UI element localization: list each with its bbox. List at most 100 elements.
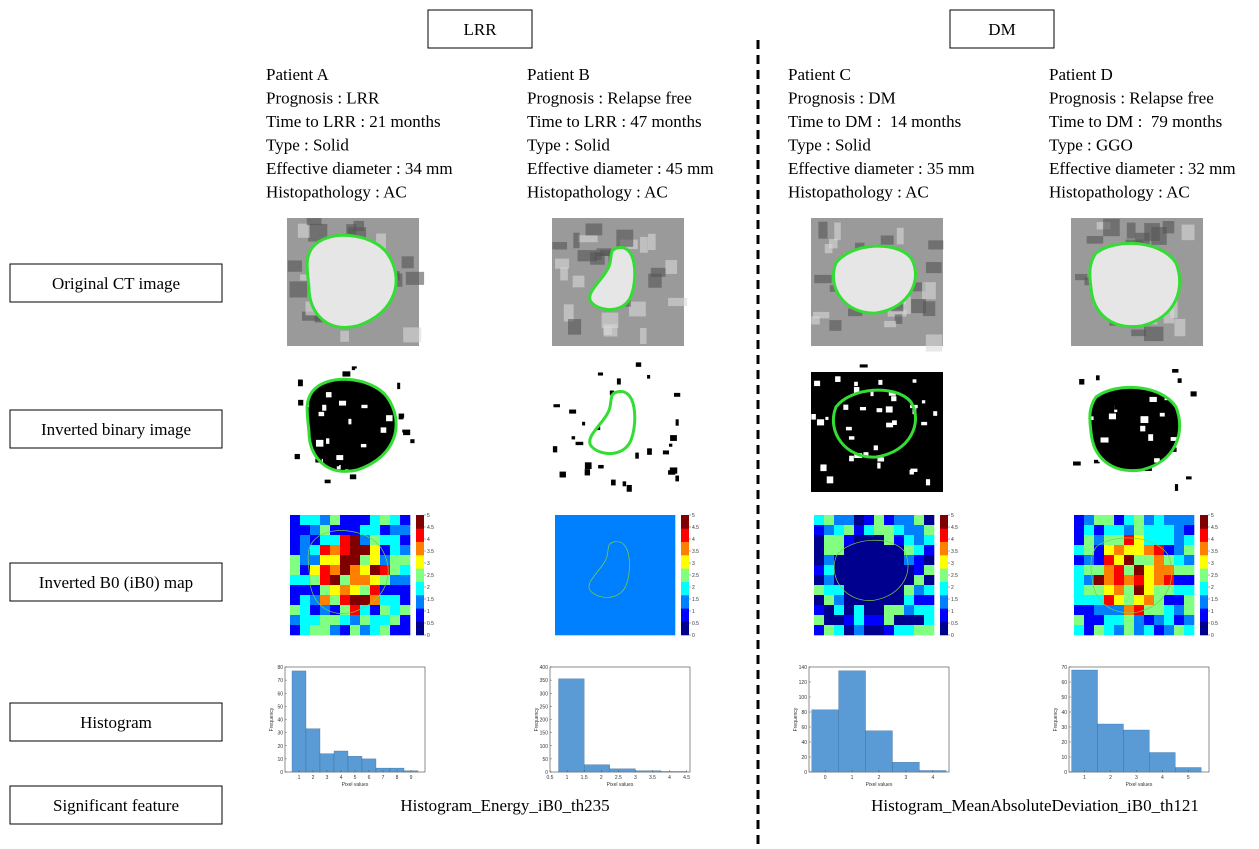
binary-speckle bbox=[1134, 446, 1139, 451]
ib0-cell bbox=[814, 565, 824, 575]
binary-speckle bbox=[1079, 476, 1085, 483]
colorbar-tick-label: 0.5 bbox=[1211, 621, 1218, 627]
ib0-cell bbox=[320, 515, 330, 525]
binary-speckle bbox=[880, 426, 886, 432]
ib0-cell bbox=[844, 625, 854, 635]
binary-speckle bbox=[670, 467, 677, 473]
patient-info: Prognosis : Relapse free bbox=[1049, 89, 1214, 108]
ib0-cell bbox=[824, 585, 834, 595]
ib0-cell bbox=[1144, 615, 1154, 625]
ib0-cell bbox=[1174, 565, 1184, 575]
ib0-cell bbox=[1114, 595, 1124, 605]
ib0-cell bbox=[914, 585, 924, 595]
ib0-cell bbox=[645, 535, 655, 545]
ib0-cell bbox=[645, 525, 655, 535]
figure-canvas: LRRDMOriginal CT imageInverted binary im… bbox=[0, 0, 1259, 849]
binary-speckle bbox=[1174, 388, 1178, 394]
x-tick-label: 3 bbox=[326, 775, 329, 781]
colorbar-segment bbox=[416, 595, 424, 609]
binary-speckle bbox=[570, 427, 578, 431]
figure: LRRDMOriginal CT imageInverted binary im… bbox=[0, 0, 1259, 849]
binary-speckle bbox=[886, 406, 893, 412]
binary-speckle bbox=[583, 380, 588, 386]
ib0-cell bbox=[340, 515, 350, 525]
binary-speckle bbox=[675, 476, 679, 482]
ib0-cell bbox=[330, 545, 340, 555]
colorbar-tick-label: 2.5 bbox=[427, 573, 434, 579]
ib0-cell bbox=[360, 615, 370, 625]
binary-speckle bbox=[312, 427, 317, 430]
ib0-cell bbox=[400, 615, 410, 625]
ib0-cell bbox=[360, 625, 370, 635]
ib0-cell bbox=[665, 605, 675, 615]
histogram-bar bbox=[320, 754, 334, 772]
ib0-cell bbox=[844, 525, 854, 535]
binary-speckle bbox=[849, 456, 854, 462]
ib0-cell bbox=[874, 575, 884, 585]
binary-speckle bbox=[335, 373, 341, 377]
ib0-cell bbox=[645, 545, 655, 555]
ib0-cell bbox=[330, 515, 340, 525]
ib0-cell bbox=[1094, 535, 1104, 545]
binary-speckle bbox=[1140, 416, 1148, 423]
ib0-cell bbox=[814, 535, 824, 545]
ib0-cell bbox=[1104, 555, 1114, 565]
ib0-cell bbox=[1094, 575, 1104, 585]
ib0-cell bbox=[565, 605, 575, 615]
ib0-cell bbox=[1174, 545, 1184, 555]
binary-speckle bbox=[361, 405, 367, 408]
ib0-cell bbox=[874, 565, 884, 575]
binary-speckle bbox=[386, 415, 393, 421]
histogram-bar bbox=[306, 729, 320, 772]
binary-speckle bbox=[350, 474, 356, 479]
ib0-cell bbox=[1164, 535, 1174, 545]
y-axis-label: Frequency bbox=[1053, 707, 1059, 731]
patient-info: Type : Solid bbox=[788, 136, 871, 155]
ib0-cell bbox=[615, 515, 625, 525]
ib0-cell bbox=[1154, 575, 1164, 585]
ib0-cell bbox=[555, 535, 565, 545]
ib0-cell bbox=[380, 595, 390, 605]
ib0-cell bbox=[595, 525, 605, 535]
y-axis-label: Frequency bbox=[534, 707, 540, 731]
y-tick-label: 40 bbox=[801, 740, 807, 746]
binary-speckle bbox=[649, 441, 653, 448]
ib0-cell bbox=[1154, 625, 1164, 635]
binary-speckle bbox=[326, 392, 332, 397]
binary-speckle bbox=[936, 478, 942, 483]
binary-speckle bbox=[1073, 461, 1081, 465]
x-tick-label: 9 bbox=[410, 775, 413, 781]
ib0-cell bbox=[1084, 525, 1094, 535]
binary-speckle bbox=[585, 469, 590, 475]
ib0-cell bbox=[1134, 585, 1144, 595]
ib0-cell bbox=[1094, 585, 1104, 595]
ib0-cell bbox=[665, 575, 675, 585]
ib0-cell bbox=[904, 585, 914, 595]
ib0-cell bbox=[605, 565, 615, 575]
y-tick-label: 30 bbox=[277, 731, 283, 737]
ib0-cell bbox=[1184, 575, 1194, 585]
binary-speckle bbox=[635, 453, 639, 459]
colorbar-tick-label: 4 bbox=[951, 537, 954, 543]
ib0-cell bbox=[1154, 525, 1164, 535]
binary-speckle bbox=[849, 436, 854, 439]
ib0-cell bbox=[400, 545, 410, 555]
ct-texture bbox=[578, 250, 597, 261]
ib0-cell bbox=[894, 515, 904, 525]
ct-texture bbox=[307, 218, 322, 225]
colorbar-segment bbox=[681, 568, 689, 582]
ct-texture bbox=[552, 242, 567, 249]
ib0-cell bbox=[290, 515, 300, 525]
ib0-cell bbox=[330, 585, 340, 595]
y-tick-label: 30 bbox=[1061, 725, 1067, 731]
ib0-cell bbox=[665, 545, 675, 555]
row-label: Inverted B0 (iB0) map bbox=[39, 573, 193, 592]
ib0-cell bbox=[854, 565, 864, 575]
ib0-cell bbox=[824, 595, 834, 605]
binary-speckle bbox=[295, 454, 300, 459]
patient-info: Prognosis : LRR bbox=[266, 89, 380, 108]
colorbar-segment bbox=[416, 608, 424, 622]
x-axis-label: Pixel values bbox=[1126, 782, 1153, 788]
x-tick-label: 4 bbox=[668, 775, 671, 781]
binary-speckle bbox=[1079, 379, 1084, 385]
